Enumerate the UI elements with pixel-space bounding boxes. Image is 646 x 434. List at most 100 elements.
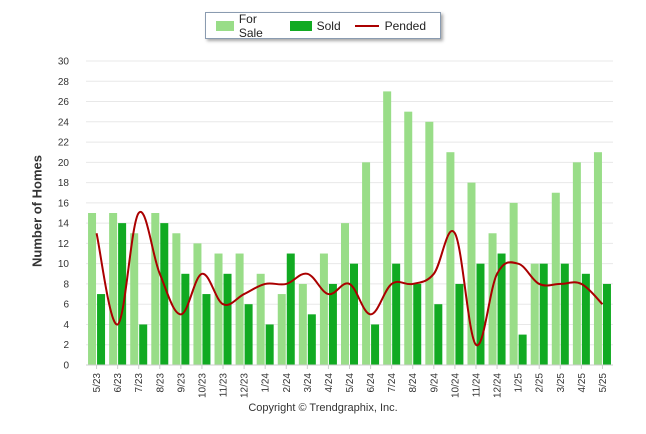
y-tick-label: 14 <box>58 219 70 230</box>
bar-for-sale[interactable] <box>193 243 202 365</box>
bar-sold[interactable] <box>371 324 380 365</box>
x-tick-label: 12/24 <box>493 373 504 398</box>
bar-for-sale[interactable] <box>404 111 413 366</box>
bar-for-sale[interactable] <box>509 202 518 365</box>
x-tick-label: 7/24 <box>387 373 398 393</box>
bar-sold[interactable] <box>455 283 464 365</box>
x-tick-label: 7/23 <box>134 373 145 393</box>
y-tick-label: 20 <box>58 158 70 169</box>
bar-sold[interactable] <box>160 223 169 365</box>
bar-for-sale[interactable] <box>362 162 371 365</box>
x-tick-label: 5/23 <box>92 373 103 393</box>
bar-for-sale[interactable] <box>551 192 560 365</box>
x-tick-label: 3/24 <box>303 373 314 393</box>
y-tick-label: 30 <box>58 57 70 68</box>
bar-sold[interactable] <box>139 324 148 365</box>
bar-for-sale[interactable] <box>151 213 160 365</box>
y-tick-label: 4 <box>63 320 69 331</box>
line-pended[interactable] <box>95 210 604 346</box>
bar-sold[interactable] <box>202 294 211 365</box>
bar-sold[interactable] <box>413 283 422 365</box>
legend-item-for-sale[interactable]: For Sale <box>216 12 276 40</box>
bar-for-sale[interactable] <box>256 273 265 365</box>
x-tick-label: 2/25 <box>535 373 546 393</box>
bar-sold[interactable] <box>518 334 527 365</box>
bar-for-sale[interactable] <box>446 152 455 365</box>
bar-sold[interactable] <box>286 253 295 365</box>
x-tick-label: 11/23 <box>219 373 230 398</box>
x-tick-label: 4/24 <box>324 373 335 393</box>
y-tick-label: 10 <box>58 259 70 270</box>
legend-swatch-for-sale <box>216 20 234 31</box>
x-tick-label: 8/24 <box>408 373 419 393</box>
bar-for-sale[interactable] <box>235 253 244 365</box>
bar-sold[interactable] <box>223 273 232 365</box>
x-tick-label: 12/23 <box>240 373 251 398</box>
legend-label-for-sale: For Sale <box>238 11 263 40</box>
bar-for-sale[interactable] <box>488 233 497 365</box>
bar-for-sale[interactable] <box>214 253 223 365</box>
bar-sold[interactable] <box>350 263 358 365</box>
y-tick-label: 18 <box>58 178 70 189</box>
bar-sold[interactable] <box>97 294 106 365</box>
bar-for-sale[interactable] <box>572 162 581 365</box>
bar-sold[interactable] <box>392 263 401 365</box>
bar-for-sale[interactable] <box>425 121 434 365</box>
x-tick-label: 1/25 <box>514 373 525 393</box>
y-tick-label: 28 <box>58 77 70 88</box>
x-tick-label: 5/24 <box>345 373 356 393</box>
bar-sold[interactable] <box>181 273 190 365</box>
y-tick-label: 0 <box>63 361 69 372</box>
bar-sold[interactable] <box>602 283 611 365</box>
bar-for-sale[interactable] <box>383 91 392 366</box>
x-tick-label: 10/24 <box>450 373 461 398</box>
x-tick-label: 5/25 <box>598 373 609 393</box>
bar-sold[interactable] <box>581 273 590 365</box>
legend-item-pended[interactable]: Pended <box>354 19 426 33</box>
x-tick-label: 1/24 <box>261 373 272 393</box>
y-tick-label: 8 <box>63 279 69 290</box>
bar-sold[interactable] <box>497 253 506 365</box>
bar-for-sale[interactable] <box>530 263 539 365</box>
bar-series <box>88 91 611 366</box>
bar-for-sale[interactable] <box>593 152 602 365</box>
bar-sold[interactable] <box>434 304 443 365</box>
y-tick-label: 6 <box>63 300 69 311</box>
legend-item-sold[interactable]: Sold <box>289 18 341 33</box>
bar-sold[interactable] <box>118 223 127 365</box>
bar-sold[interactable] <box>539 263 548 365</box>
bar-sold[interactable] <box>476 263 485 365</box>
bar-for-sale[interactable] <box>341 223 349 365</box>
line-series <box>95 210 604 346</box>
bar-for-sale[interactable] <box>172 233 181 365</box>
copyright-text: Copyright © Trendgraphix, Inc. <box>248 402 398 414</box>
x-tick-label: 9/24 <box>429 373 440 393</box>
bar-sold[interactable] <box>307 314 316 365</box>
x-tick-label: 6/24 <box>366 373 377 393</box>
bar-for-sale[interactable] <box>467 182 476 365</box>
y-tick-label: 2 <box>63 340 69 351</box>
y-tick-label: 22 <box>58 138 70 149</box>
bar-for-sale[interactable] <box>298 283 307 365</box>
bar-for-sale[interactable] <box>277 294 286 365</box>
x-tick-label: 10/23 <box>197 373 208 398</box>
x-axis-ticks: 5/23 6/23 7/23 8/23 9/23 10/23 11/23 12/23 1/24 2… <box>92 365 609 398</box>
x-tick-label: 11/24 <box>471 373 482 398</box>
y-tick-label: 16 <box>58 198 70 209</box>
bar-for-sale[interactable] <box>109 213 118 365</box>
y-axis-title: Number of Homes <box>29 155 45 267</box>
x-tick-label: 8/23 <box>155 373 166 393</box>
bar-sold[interactable] <box>560 263 569 365</box>
bar-sold[interactable] <box>265 324 274 365</box>
legend: For Sale Sold Pended <box>205 12 441 40</box>
bar-sold[interactable] <box>328 283 337 365</box>
x-tick-label: 6/23 <box>113 373 124 393</box>
x-tick-label: 4/25 <box>577 373 588 393</box>
bar-sold[interactable] <box>244 304 253 365</box>
legend-label-sold: Sold <box>316 18 341 33</box>
bar-for-sale[interactable] <box>319 253 328 365</box>
bar-for-sale[interactable] <box>130 233 139 365</box>
bar-for-sale[interactable] <box>88 213 97 365</box>
